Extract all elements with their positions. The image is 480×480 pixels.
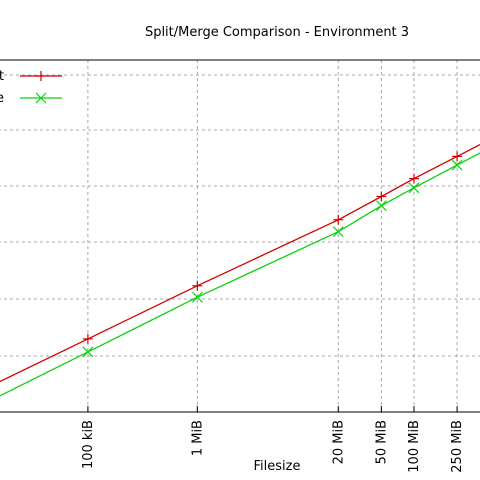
series-line-split xyxy=(0,144,480,383)
x-tick-label: 20 MiB xyxy=(331,420,346,464)
legend-marker-merge xyxy=(35,92,47,104)
x-axis-label: Filesize xyxy=(254,459,301,474)
data-point-merge xyxy=(451,159,463,171)
x-tick-label: 100 kiB xyxy=(81,420,96,469)
legend-label-split: t xyxy=(0,69,4,84)
x-tick-label: 100 MiB xyxy=(407,420,422,473)
x-tick-label: 50 MiB xyxy=(374,420,389,464)
chart-title: Split/Merge Comparison - Environment 3 xyxy=(145,25,409,40)
x-tick-label: 250 MiB xyxy=(450,420,465,473)
data-point-merge xyxy=(191,291,203,303)
data-point-merge xyxy=(332,226,344,238)
data-point-merge xyxy=(82,346,94,358)
series-line-merge xyxy=(0,152,480,397)
legend-label-merge: e xyxy=(0,91,4,106)
data-point-merge xyxy=(375,200,387,212)
data-point-merge xyxy=(408,182,420,194)
x-tick-label: 1 MiB xyxy=(190,420,205,456)
